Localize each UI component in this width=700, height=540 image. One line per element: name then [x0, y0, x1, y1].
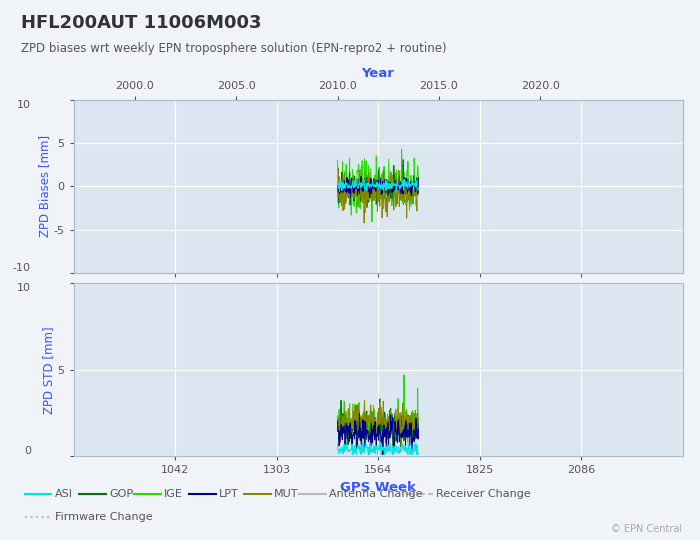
Text: GOP: GOP [109, 489, 134, 499]
Text: ZPD biases wrt weekly EPN troposphere solution (EPN-repro2 + routine): ZPD biases wrt weekly EPN troposphere so… [21, 42, 447, 55]
Text: Antenna Change: Antenna Change [329, 489, 423, 499]
Y-axis label: ZPD STD [mm]: ZPD STD [mm] [42, 326, 55, 414]
Text: HFL200AUT 11006M003: HFL200AUT 11006M003 [21, 14, 262, 31]
Text: -10: -10 [13, 263, 31, 273]
Y-axis label: ZPD Biases [mm]: ZPD Biases [mm] [38, 136, 50, 238]
X-axis label: GPS Week: GPS Week [340, 481, 416, 494]
Text: MUT: MUT [274, 489, 299, 499]
Text: LPT: LPT [219, 489, 239, 499]
Text: 0: 0 [24, 446, 31, 456]
X-axis label: Year: Year [362, 67, 394, 80]
Text: IGE: IGE [164, 489, 183, 499]
Text: Receiver Change: Receiver Change [436, 489, 531, 499]
Text: 10: 10 [17, 284, 31, 293]
Text: © EPN Central: © EPN Central [611, 523, 682, 534]
Text: 10: 10 [17, 100, 31, 110]
Text: ASI: ASI [55, 489, 73, 499]
Text: Firmware Change: Firmware Change [55, 512, 152, 522]
